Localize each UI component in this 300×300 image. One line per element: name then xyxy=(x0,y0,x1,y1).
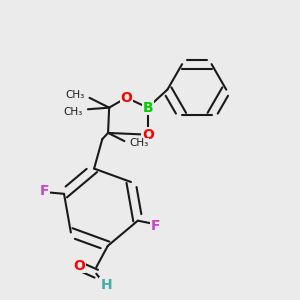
Text: F: F xyxy=(40,184,49,198)
Text: CH₃: CH₃ xyxy=(65,90,85,100)
Text: CH₃: CH₃ xyxy=(129,138,148,148)
Text: O: O xyxy=(73,259,85,272)
Text: O: O xyxy=(142,128,154,142)
Text: F: F xyxy=(151,219,160,232)
Text: B: B xyxy=(142,100,153,115)
Text: H: H xyxy=(100,278,112,292)
Text: O: O xyxy=(121,91,132,105)
Text: CH₃: CH₃ xyxy=(64,106,83,117)
Text: —: — xyxy=(76,90,85,99)
